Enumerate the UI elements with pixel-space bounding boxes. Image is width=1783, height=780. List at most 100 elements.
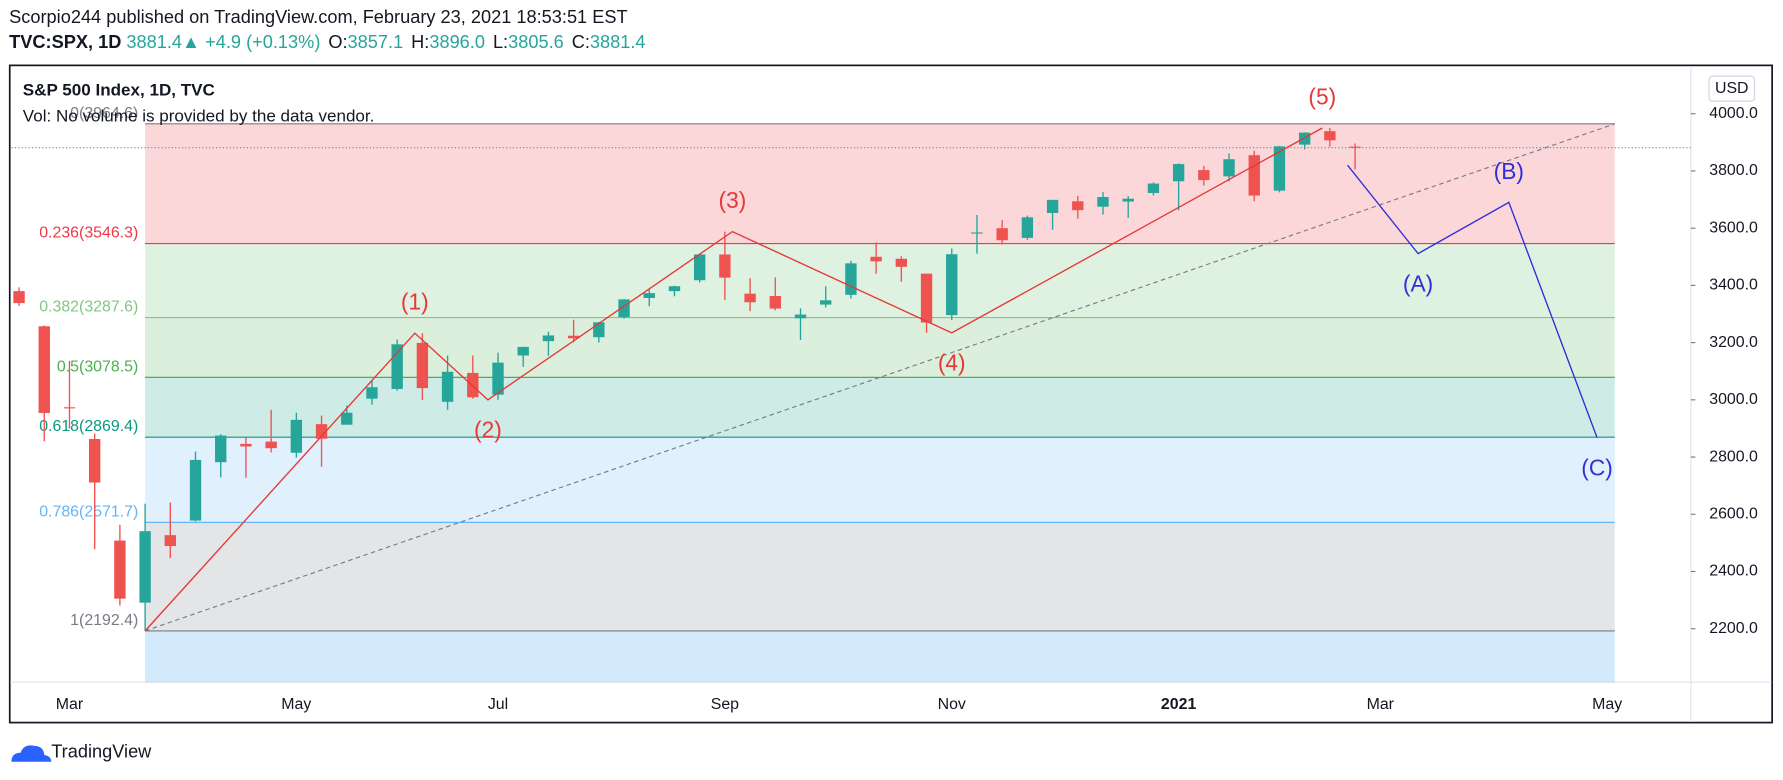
candle-body [391, 344, 403, 389]
wave-label: (3) [719, 187, 747, 213]
fib-label: 0.618(2869.4) [39, 418, 138, 435]
logo-icon [11, 745, 52, 762]
y-tick-label: 3000.0 [1709, 391, 1758, 408]
candle-body [567, 335, 580, 339]
candle-body [189, 459, 202, 521]
candle-body [240, 443, 252, 447]
candle-body [643, 293, 655, 298]
candle-body [290, 419, 303, 453]
candle-body [1248, 155, 1260, 196]
x-tick-label: Mar [56, 696, 84, 713]
candle-body [542, 335, 555, 342]
candle-body [492, 362, 504, 395]
fib-label: 0.236(3546.3) [39, 225, 138, 242]
candle-body [416, 342, 429, 389]
candle-body [1273, 146, 1286, 191]
candle-body [1298, 132, 1311, 145]
candle-body [693, 254, 706, 281]
y-tick-label: 3800.0 [1709, 162, 1758, 179]
ohlc-label: O: [328, 32, 347, 52]
fib-band [145, 317, 1615, 378]
brand: TradingView [51, 742, 152, 762]
fib-band [145, 243, 1615, 318]
legend-volume: Vol: No volume is provided by the data v… [23, 107, 375, 126]
legend-title: S&P 500 Index, 1D, TVC [23, 80, 215, 99]
candle-body [971, 232, 983, 234]
candle-body [265, 441, 277, 449]
y-tick-label: 4000.0 [1709, 105, 1758, 122]
wave-label: (C) [1581, 454, 1613, 480]
candle-body [1021, 217, 1034, 238]
candle-body [341, 412, 353, 425]
candle-body [1172, 164, 1185, 182]
change-icon: ▲ [182, 32, 200, 52]
y-tick-label: 2600.0 [1709, 505, 1758, 522]
fib-band [145, 522, 1615, 631]
candle-body [820, 300, 832, 305]
y-tick-label: 3400.0 [1709, 277, 1758, 294]
ohlc-label: C: [572, 32, 590, 52]
y-tick-label: 2200.0 [1709, 620, 1758, 637]
y-tick-label: 3600.0 [1709, 219, 1758, 236]
currency[interactable]: USD [1715, 80, 1749, 97]
candle-body [946, 254, 958, 316]
fib-band [145, 123, 1615, 244]
x-tick-label: Jul [488, 696, 508, 713]
x-tick-label: Nov [938, 696, 966, 713]
candle-body [1147, 183, 1160, 193]
candle-body [845, 263, 857, 295]
candle-body [920, 273, 933, 323]
candle-body [996, 228, 1008, 241]
y-tick-label: 2400.0 [1709, 563, 1758, 580]
author-line: Scorpio244 published on TradingView.com,… [9, 7, 627, 27]
wave-label: (1) [401, 289, 429, 315]
wave-line [1346, 164, 1598, 438]
x-tick-label: Mar [1367, 696, 1395, 713]
candle-body [13, 291, 25, 304]
fib-label: 0(3964.6) [70, 105, 138, 122]
ohlc-label: H: [411, 32, 429, 52]
last-price: 3881.4 [126, 32, 182, 52]
candle-body [215, 435, 227, 463]
candle-body [139, 531, 151, 603]
wave-label: (B) [1494, 158, 1524, 184]
fib-label: 0.5(3078.5) [57, 358, 138, 375]
fib-band [145, 377, 1615, 438]
candle-body [719, 254, 731, 278]
candle-body [164, 535, 176, 547]
fib-label: 0.786(2571.7) [39, 503, 138, 520]
ohlc: O:3857.1 H:3896.0 L:3805.6 C:3881.4 [328, 32, 645, 52]
wave-label: (A) [1403, 270, 1433, 296]
candle-body [441, 371, 454, 402]
x-tick-label: Sep [711, 696, 739, 713]
fib-band [145, 437, 1615, 523]
candle-body [38, 326, 50, 413]
candle-body [1223, 159, 1235, 177]
plot: 0(3964.6) 0.236(3546.3) 0.382(3287.6) 0.5(3… [11, 83, 1758, 713]
symbol: TVC:SPX, 1D [9, 32, 121, 52]
ohlc-value: 3896.0 [429, 32, 485, 52]
ohlc-value: 3857.1 [348, 32, 404, 52]
candle-body [618, 299, 630, 318]
ohlc-value: 3881.4 [590, 32, 646, 52]
candle-body [467, 372, 479, 398]
x-tick-label: May [281, 696, 311, 713]
wave-label: (2) [474, 417, 502, 443]
wave-label: (5) [1308, 83, 1336, 109]
y-tick-label: 2800.0 [1709, 448, 1758, 465]
wave-label: (4) [938, 350, 966, 376]
currency-button[interactable] [1708, 75, 1756, 102]
candle-body [870, 256, 882, 262]
candle-body [114, 540, 126, 599]
candle-body [63, 407, 76, 409]
candle-body [1198, 170, 1210, 181]
candle-body [1122, 198, 1134, 202]
candle-body [744, 293, 756, 303]
candle-body [366, 387, 378, 399]
candle-body [1072, 201, 1084, 211]
candle-body [593, 322, 605, 338]
symbol-line: TVC:SPX, 1D 3881.4▲ +4.9 (+0.13%) O:3857.… [9, 32, 645, 52]
